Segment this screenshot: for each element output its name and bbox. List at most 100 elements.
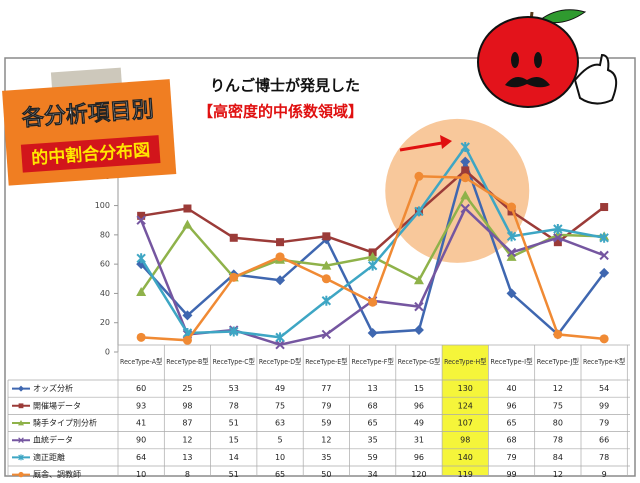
banner-sub-bg bbox=[20, 135, 161, 173]
table-cell: 12 bbox=[553, 470, 563, 479]
marker bbox=[460, 142, 470, 152]
marker bbox=[599, 250, 609, 261]
marker bbox=[599, 334, 609, 344]
table-cell: 51 bbox=[229, 470, 239, 479]
table-cell: 50 bbox=[321, 470, 331, 479]
marker bbox=[18, 403, 24, 409]
table-cell: 78 bbox=[553, 436, 563, 445]
x-tick-label: ReceType-F型 bbox=[352, 357, 394, 366]
table-cell: 130 bbox=[458, 384, 473, 393]
table-cell: 80 bbox=[553, 419, 563, 428]
y-tick-label: 0 bbox=[105, 348, 110, 357]
table-cell: 98 bbox=[460, 436, 470, 445]
table-cell: 41 bbox=[136, 419, 146, 428]
x-tick-label: ReceType-I型 bbox=[490, 357, 532, 366]
marker bbox=[553, 238, 562, 247]
marker bbox=[136, 253, 146, 264]
marker bbox=[460, 173, 470, 183]
table-cell: 79 bbox=[599, 419, 609, 428]
marker bbox=[414, 171, 424, 181]
marker bbox=[507, 202, 517, 212]
marker bbox=[18, 420, 24, 426]
table-cell: 93 bbox=[136, 401, 146, 410]
table-cell: 8 bbox=[185, 470, 190, 479]
marker bbox=[460, 156, 471, 167]
banner-tape bbox=[50, 67, 122, 89]
y-tick-label: 20 bbox=[100, 318, 110, 327]
table-cell: 64 bbox=[136, 453, 146, 462]
marker bbox=[136, 215, 146, 225]
table-cell: 13 bbox=[368, 384, 378, 393]
table-cell: 84 bbox=[553, 453, 563, 462]
annotation: 【高密度的中係数領域】 bbox=[198, 103, 363, 121]
table-cell: 12 bbox=[182, 436, 192, 445]
x-tick-label: ReceType-A型 bbox=[120, 357, 162, 366]
legend-label: 血統データ bbox=[33, 435, 73, 445]
marker bbox=[367, 327, 378, 338]
marker bbox=[368, 297, 378, 307]
marker bbox=[553, 329, 563, 339]
marker bbox=[599, 232, 609, 243]
marker bbox=[229, 272, 239, 282]
marker bbox=[275, 275, 286, 286]
table-cell: 107 bbox=[458, 419, 473, 428]
marker bbox=[321, 274, 331, 284]
x-tick-label: ReceType-E型 bbox=[305, 357, 347, 366]
x-tick-label: ReceType-G型 bbox=[398, 357, 440, 366]
legend-label: 開催場データ bbox=[33, 400, 81, 410]
table-cell: 124 bbox=[458, 401, 473, 410]
table-cell: 90 bbox=[136, 436, 146, 445]
table-cell: 87 bbox=[182, 419, 192, 428]
x-tick-label: ReceType-B型 bbox=[166, 357, 208, 366]
x-tick-label: ReceType-K型 bbox=[583, 357, 625, 366]
marker bbox=[600, 203, 609, 212]
table-cell: 96 bbox=[414, 401, 424, 410]
table-cell: 75 bbox=[553, 401, 563, 410]
table-cell: 96 bbox=[506, 401, 516, 410]
table-cell: 75 bbox=[275, 401, 285, 410]
marker bbox=[506, 247, 517, 258]
table-cell: 13 bbox=[182, 453, 192, 462]
legend-label: 騎手タイプ別分析 bbox=[33, 418, 97, 428]
arrow bbox=[399, 140, 449, 152]
marker bbox=[413, 325, 424, 336]
marker bbox=[18, 385, 24, 392]
table-cell: 78 bbox=[599, 453, 609, 462]
table-cell: 12 bbox=[321, 436, 331, 445]
marker bbox=[367, 251, 378, 261]
table-cell: 68 bbox=[506, 436, 516, 445]
table-cell: 96 bbox=[414, 453, 424, 462]
table-cell: 99 bbox=[506, 470, 516, 479]
table-cell: 25 bbox=[182, 384, 192, 393]
table-cell: 49 bbox=[414, 419, 424, 428]
table-cell: 31 bbox=[414, 436, 424, 445]
marker bbox=[136, 286, 147, 296]
marker bbox=[183, 204, 192, 213]
x-tick-label: ReceType-J型 bbox=[537, 357, 579, 366]
table-cell: 34 bbox=[368, 470, 378, 479]
marker bbox=[414, 301, 424, 312]
marker bbox=[460, 203, 470, 214]
marker bbox=[553, 224, 563, 234]
marker bbox=[275, 332, 285, 343]
table-cell: 14 bbox=[229, 453, 239, 462]
table-cell: 59 bbox=[368, 453, 378, 462]
marker bbox=[182, 335, 192, 345]
table-cell: 15 bbox=[229, 436, 239, 445]
table-cell: 68 bbox=[368, 401, 378, 410]
marker bbox=[136, 332, 146, 342]
annotation: りんご博士が発見した bbox=[210, 77, 360, 95]
y-tick-label: 40 bbox=[100, 289, 110, 298]
table-cell: 78 bbox=[229, 401, 239, 410]
marker bbox=[276, 238, 285, 247]
highlight-column bbox=[442, 345, 489, 475]
table-cell: 10 bbox=[275, 453, 285, 462]
arrow-head bbox=[440, 135, 452, 149]
table-cell: 35 bbox=[368, 436, 378, 445]
table-cell: 99 bbox=[599, 401, 609, 410]
marker bbox=[367, 260, 378, 271]
marker bbox=[506, 251, 517, 261]
marker bbox=[18, 437, 24, 444]
table-cell: 65 bbox=[368, 419, 378, 428]
